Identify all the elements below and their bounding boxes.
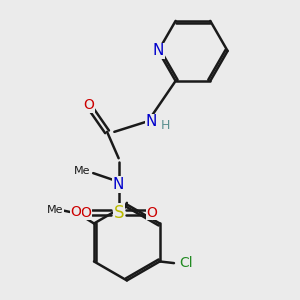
Text: O: O <box>80 206 91 220</box>
Text: N: N <box>146 114 157 129</box>
Text: H: H <box>161 119 170 132</box>
Text: N: N <box>153 44 164 59</box>
Text: O: O <box>146 206 157 220</box>
Text: Me: Me <box>74 166 91 176</box>
Text: S: S <box>113 204 124 222</box>
Text: N: N <box>113 177 124 192</box>
Text: O: O <box>70 205 81 219</box>
Text: O: O <box>83 98 94 112</box>
Text: Me: Me <box>47 205 64 215</box>
Text: Cl: Cl <box>179 256 193 270</box>
